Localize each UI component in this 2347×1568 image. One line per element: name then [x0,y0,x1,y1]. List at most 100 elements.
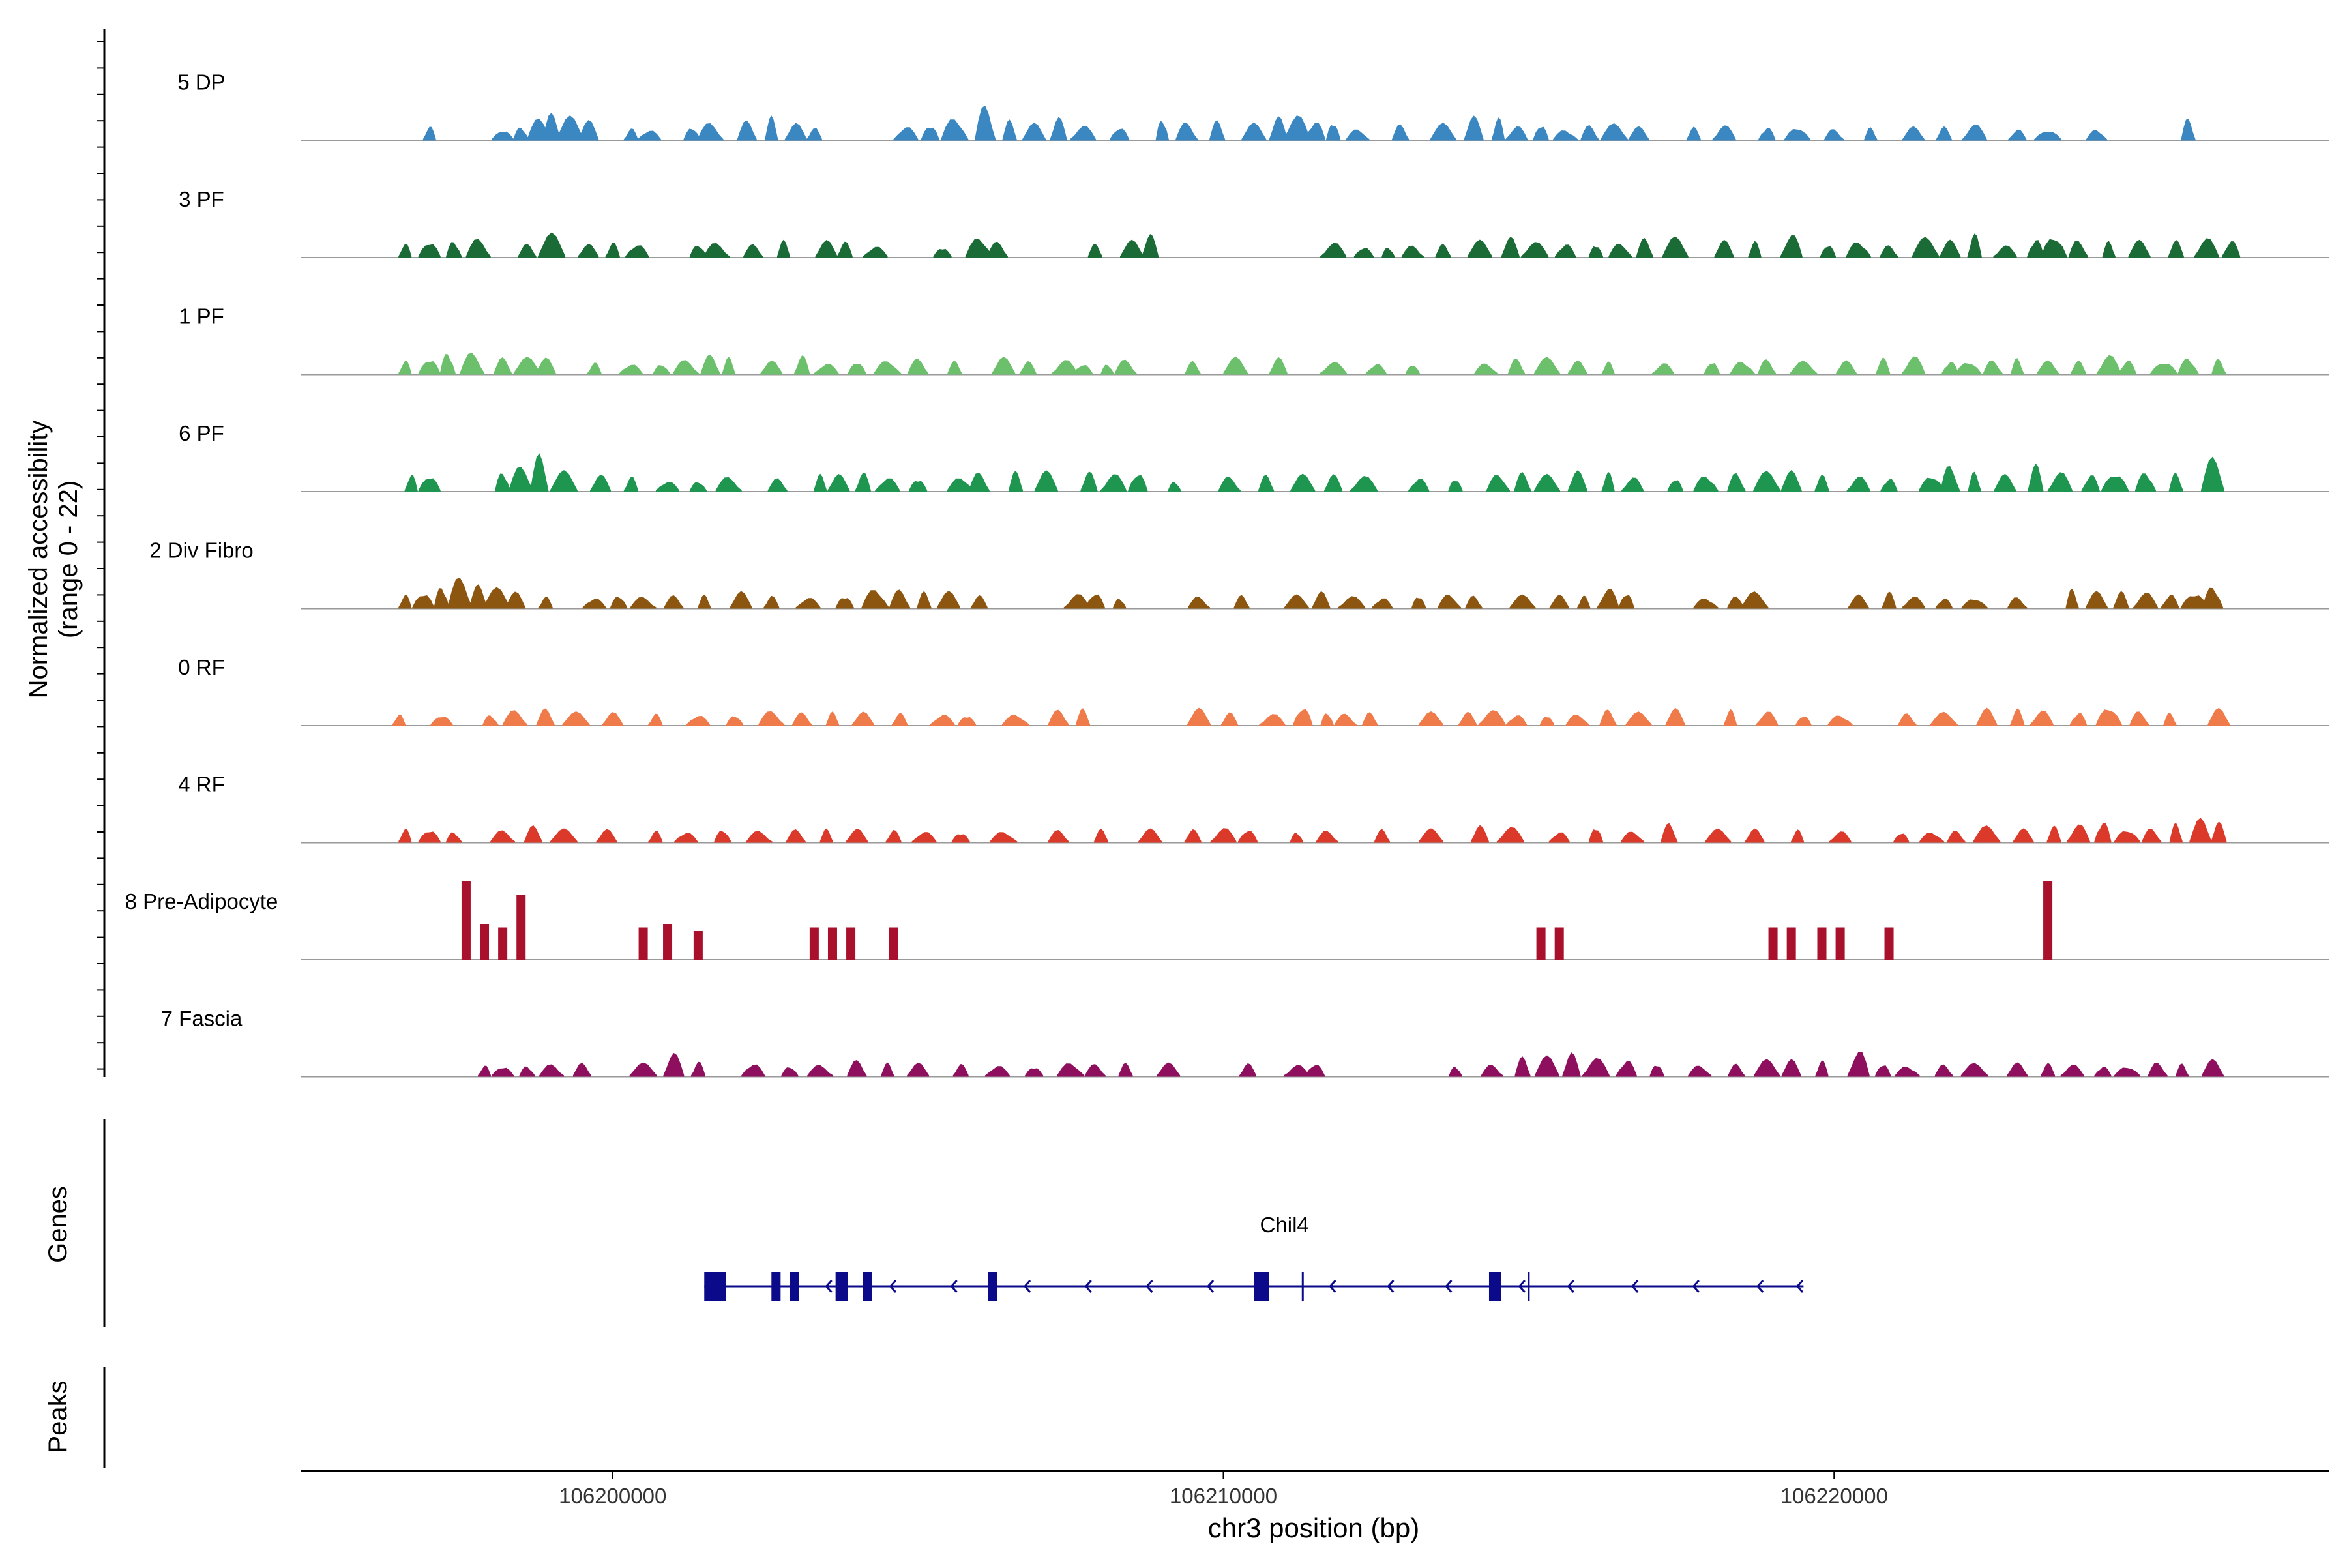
coverage-peak [1912,237,1940,258]
coverage-peak [847,1059,867,1077]
coverage-peak [1401,245,1424,258]
coverage-peak [1506,715,1528,726]
coverage-peak [1815,1060,1829,1077]
coverage-peak [1534,1055,1559,1077]
coverage-peak [578,244,599,258]
coverage-peak [2008,129,2027,141]
coverage-peak [1536,927,1546,960]
coverage-peak [2133,592,2158,609]
coverage-peak [2101,476,2129,492]
coverage-peak [504,591,525,609]
coverage-peak [777,239,791,258]
coverage-peak [1496,827,1524,843]
coverage-peak [819,828,833,843]
coverage-peak [1962,124,1987,141]
coverage-peak [1346,129,1370,141]
coverage-peak [469,584,488,609]
coverage-peak [1008,470,1023,492]
coverage-peak [1094,829,1109,843]
coverage-peak [758,711,785,726]
coverage-peak [1628,126,1649,141]
track-label: 7 Fascia [161,1007,243,1031]
track-label: 3 PF [179,187,224,211]
coverage-peak [2114,1067,2140,1077]
coverage-peak [984,1066,1010,1077]
coverage-peak [2207,707,2230,726]
gene-strand-arrow [1692,1280,1700,1293]
coverage-peak [539,1064,565,1077]
coverage-peak [827,474,850,492]
coverage-peak [703,243,730,258]
coverage-peak [1168,482,1181,492]
coverage-peak [530,453,549,492]
coverage-peak [578,120,599,141]
coverage-peak [1533,126,1549,141]
coverage-peak [2181,118,2196,141]
coverage-peak [965,239,993,258]
coverage-peak [1085,594,1105,609]
coverage-peak [1968,471,1981,492]
track-label: 1 PF [179,304,224,329]
left-axes [97,29,106,1468]
coverage-peak [1019,361,1037,375]
coverage-peak [519,1066,535,1077]
coverage-peak [1758,128,1776,141]
coverage-peak [2094,822,2112,843]
coverage-peak [1258,474,1275,492]
coverage-peak [535,357,556,375]
coverage-peak [1728,1063,1745,1077]
coverage-peak [1474,363,1498,375]
coverage-peak [1155,121,1169,141]
gene-exon [771,1272,781,1301]
coverage-peak [1408,479,1430,492]
gene-exon [790,1272,799,1301]
coverage-peak [689,246,707,258]
track-1-pf: 1 PF [179,304,2329,376]
coverage-peak [422,126,436,141]
coverage-peak [1312,591,1331,609]
coverage-peak [863,246,888,258]
coverage-peak [1100,364,1114,375]
coverage-peak [1084,1064,1106,1077]
coverage-peak [1142,234,1159,258]
coverage-peak [715,477,742,492]
coverage-peak [1184,829,1202,843]
coverage-peak [518,243,537,258]
coverage-peak [2010,708,2025,726]
coverage-peak [1320,362,1348,375]
coverage-peak [1662,236,1689,258]
track-8-pre-adipocyte: 8 Pre-Adipocyte [125,881,2329,960]
coverage-peak [2070,360,2086,375]
coverage-peak [885,829,902,843]
coverage-peak [1791,829,1805,843]
coverage-peak [786,829,806,843]
coverage-peak [596,829,617,843]
coverage-peak [807,1065,834,1077]
gene-strand-arrow [950,1280,958,1293]
coverage-peak [1727,596,1746,609]
coverage-peak [1820,246,1836,258]
coverage-peak [990,832,1018,843]
coverage-peak [1621,477,1644,492]
coverage-peak [1814,474,1829,492]
gene-strand-arrow [1024,1280,1031,1293]
coverage-peak [550,470,578,492]
gene-track: Chil4 [704,1213,1804,1301]
coverage-peak [2194,238,2219,258]
coverage-peak [1002,119,1017,141]
coverage-peak [513,357,541,375]
coverage-peak [2118,361,2136,375]
coverage-peak [1501,237,1520,258]
coverage-peak [861,590,889,609]
coverage-peak [1748,241,1762,258]
coverage-peak [1753,471,1781,492]
coverage-peak [1048,709,1069,726]
coverage-peak [1220,712,1238,726]
coverage-peak [1187,707,1211,726]
coverage-peak [1138,828,1162,843]
gene-strand-arrow [1567,1280,1574,1293]
coverage-peak [1693,476,1719,492]
coverage-peak [1876,357,1891,375]
